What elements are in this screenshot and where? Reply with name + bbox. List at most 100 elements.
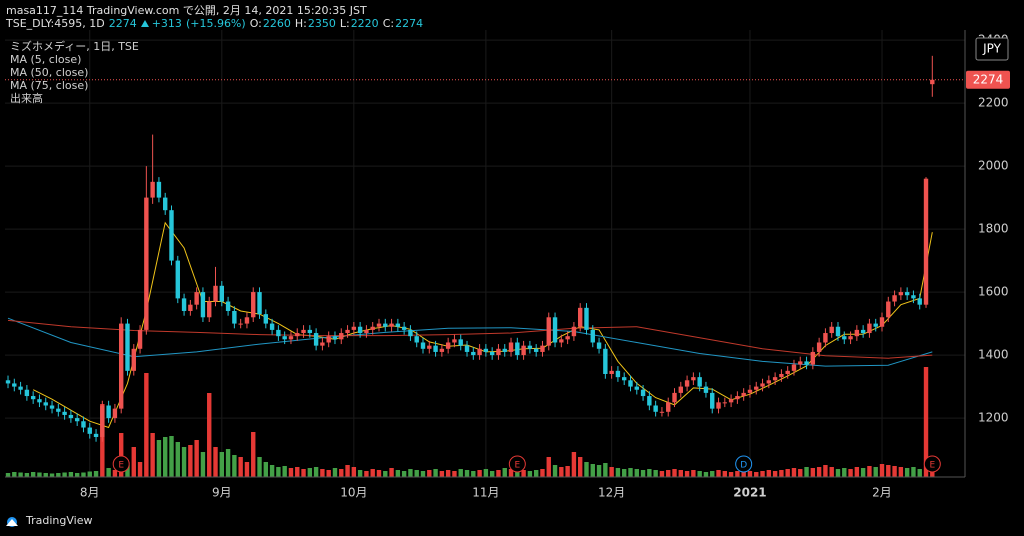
volume-bar — [137, 462, 143, 477]
candle — [647, 391, 652, 411]
event-marker — [508, 455, 526, 473]
candle — [527, 340, 533, 354]
volume-bar — [244, 462, 250, 477]
candle — [181, 293, 187, 316]
y-tick-label: 1200 — [978, 411, 1009, 425]
volume-bar — [577, 457, 583, 477]
volume-bar — [87, 471, 92, 477]
candle — [5, 375, 11, 389]
volume-bar — [860, 468, 866, 477]
volume-bar — [634, 469, 639, 477]
candle — [483, 344, 489, 357]
legend-item[interactable]: MA (5, close) — [10, 53, 82, 66]
publish-info: masa117_114 TradingView.com で公開, 2月 14, … — [6, 4, 367, 17]
candle — [282, 331, 287, 345]
candle-body — [634, 386, 639, 390]
candle-body — [433, 345, 438, 352]
candle — [200, 287, 206, 323]
volume-bar — [471, 471, 476, 477]
volume-bar — [691, 470, 696, 477]
y-tick-label: 1400 — [978, 348, 1009, 362]
candle-body — [288, 336, 294, 340]
x-tick-label: 2021 — [733, 486, 766, 500]
candle — [188, 299, 193, 316]
candle — [433, 340, 438, 357]
candle-body — [816, 342, 822, 352]
candle-body — [596, 342, 602, 349]
volume-bar — [892, 466, 897, 477]
candle-body — [892, 295, 897, 302]
candle — [383, 318, 388, 332]
volume-bar — [112, 470, 118, 477]
candle — [307, 325, 313, 338]
candle-body — [219, 285, 224, 302]
candle-body — [691, 377, 696, 381]
volume-bar — [351, 467, 357, 477]
volume-bar — [383, 471, 388, 477]
candle — [540, 340, 545, 357]
volume-bar — [301, 469, 306, 477]
currency-box[interactable] — [975, 37, 1009, 61]
candle — [420, 337, 426, 354]
volume-bar — [357, 470, 363, 477]
candle — [747, 385, 753, 398]
legend-title[interactable]: ミズホメディー, 1日, TSE — [10, 40, 139, 53]
event-label: E — [118, 461, 124, 471]
candle — [584, 303, 589, 335]
candle — [710, 388, 715, 414]
volume-bar — [533, 470, 539, 477]
candle — [508, 337, 514, 357]
volume-bar — [829, 467, 834, 477]
legend-item[interactable]: 出来高 — [10, 92, 43, 105]
candle-body — [43, 402, 48, 406]
candle — [137, 325, 143, 354]
candle — [452, 334, 457, 348]
candle-body — [351, 326, 357, 330]
x-tick-label: 10月 — [340, 486, 367, 500]
candle — [225, 296, 231, 316]
candle-body — [904, 292, 910, 296]
candle — [445, 337, 451, 354]
up-arrow — [140, 20, 149, 27]
volume-bar — [401, 471, 407, 477]
logo-mark — [6, 519, 18, 526]
candle — [332, 331, 338, 345]
candle — [590, 325, 595, 348]
change-pct: (+15.96%) — [185, 17, 246, 30]
candle-body — [666, 402, 671, 412]
candle-body — [18, 386, 23, 390]
candle-body — [345, 329, 350, 334]
candle-body — [540, 345, 545, 352]
candle — [339, 328, 344, 345]
candle-body — [527, 345, 533, 349]
candle-body — [144, 197, 149, 330]
x-tick-label: 2月 — [872, 486, 892, 500]
candle — [678, 381, 683, 398]
legend-item[interactable]: MA (75, close) — [10, 79, 89, 92]
candle-body — [697, 377, 702, 387]
candle — [640, 385, 646, 401]
volume-bar — [345, 465, 350, 477]
candle — [131, 344, 136, 376]
candle-body — [483, 348, 489, 352]
change: +313 — [151, 17, 182, 30]
candle — [728, 394, 734, 408]
volume-bar — [326, 470, 331, 477]
candle — [496, 344, 501, 360]
volume-bar — [49, 473, 55, 477]
last-price: 2274 — [108, 17, 137, 30]
volume-bar — [546, 457, 551, 477]
volume-bar — [156, 440, 162, 477]
candle — [12, 378, 17, 392]
candle-body — [647, 396, 652, 406]
volume-bar — [420, 471, 426, 477]
candle-body — [747, 389, 753, 393]
y-tick-label: 2200 — [978, 96, 1009, 110]
candle — [395, 318, 401, 332]
candle — [458, 334, 463, 351]
legend-item[interactable]: MA (50, close) — [10, 66, 89, 79]
volume-bar — [496, 470, 501, 477]
candle — [106, 400, 111, 423]
volume-bar — [188, 445, 193, 477]
candle-body — [552, 317, 558, 343]
